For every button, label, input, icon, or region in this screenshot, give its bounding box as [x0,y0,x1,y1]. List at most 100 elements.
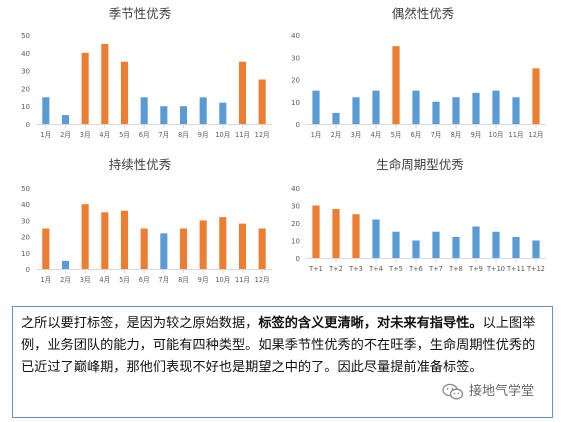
y-tick-label: 30 [21,217,30,225]
x-tick-label: 7月 [158,131,169,139]
caption-box: 之所以要打标签，是因为较之原始数据，标签的含义更清晰，对未来有指导性。以上图举例… [12,306,553,418]
y-tick-label: 40 [291,185,300,193]
bar [372,219,380,258]
bar [332,209,340,258]
chart-title: 偶然性优秀 [392,6,455,21]
bar [452,237,460,258]
x-tick-label: 10月 [215,131,230,139]
caption-text-part2: 以上图举例，业务团队的能力，可能有四种类型。如果季节性优秀的不在旺季，生命周期性… [21,316,536,375]
x-tick-label: 12月 [255,131,270,139]
bar [472,92,480,124]
x-tick-label: 12月 [529,131,544,139]
x-tick-label: 2月 [60,131,71,139]
bar [140,97,148,124]
bar [81,204,89,269]
x-tick-label: T+12 [526,265,545,273]
x-tick-label: 5月 [119,276,130,284]
x-tick-label: 3月 [80,276,91,284]
y-tick-label: 40 [21,50,30,58]
wechat-icon [442,383,464,400]
x-tick-label: 7月 [158,276,169,284]
y-tick-label: 20 [21,85,30,93]
x-tick-label: T+2 [328,265,343,273]
x-tick-label: 9月 [471,131,482,139]
y-tick-label: 0 [26,121,30,129]
x-tick-label: 8月 [178,276,189,284]
x-tick-label: 6月 [411,131,422,139]
bar [492,231,500,258]
x-tick-label: 8月 [451,131,462,139]
x-tick-label: T+6 [408,265,423,273]
bar [472,226,480,258]
bar [312,90,320,125]
x-tick-label: T+10 [486,265,505,273]
x-tick-label: 1月 [40,276,51,284]
x-tick-label: 11月 [235,276,250,284]
x-tick-label: 2月 [331,131,342,139]
y-tick-label: 40 [291,32,300,40]
bar [432,101,440,124]
bar [179,106,188,124]
bar [219,217,227,269]
bar [61,115,70,124]
bar [332,112,340,125]
y-tick-label: 40 [21,201,30,209]
x-tick-label: 6月 [139,276,150,284]
y-tick-label: 30 [21,68,30,76]
bar [372,90,380,125]
y-tick-label: 10 [291,238,300,246]
bar [492,90,500,125]
bar [452,97,460,124]
y-tick-label: 20 [21,234,30,242]
x-tick-label: 1月 [40,131,51,139]
bar [42,97,50,124]
x-tick-label: T+3 [348,265,363,273]
x-tick-label: 8月 [178,131,189,139]
bar [42,228,50,269]
bar [532,68,540,125]
x-tick-label: 1月 [311,131,322,139]
bar [179,228,188,269]
bar [199,97,207,124]
x-tick-label: 5月 [119,131,130,139]
bar [81,52,89,124]
x-tick-label: 5月 [391,131,402,139]
bar [219,102,227,124]
x-tick-label: 4月 [371,131,382,139]
bar [101,212,109,269]
bar [160,233,168,269]
bar [160,106,168,124]
bar [238,61,247,124]
x-tick-label: T+11 [506,265,525,273]
x-tick-label: 3月 [80,131,91,139]
charts-area: 季节性优秀 0 10 20 30 40 50 1月 2月 3月 4月 5月 6月 7月 8月 9月 10月 11月… [21,6,546,284]
bar [392,46,400,125]
y-tick-label: 0 [296,255,300,263]
bar [312,205,320,258]
bar [512,237,520,258]
x-tick-label: 3月 [351,131,362,139]
x-tick-label: 4月 [99,276,110,284]
x-tick-label: T+4 [368,265,383,273]
bar [412,90,420,125]
x-tick-label: 9月 [198,276,209,284]
bar [120,61,129,124]
y-tick-label: 30 [291,54,300,62]
caption-text-part1: 之所以要打标签，是因为较之原始数据， [21,316,259,331]
watermark-text: 接地气学堂 [468,384,534,399]
y-tick-label: 10 [291,99,300,107]
bar [412,240,420,258]
chart-title: 生命周期型优秀 [376,157,464,172]
bar [238,223,247,269]
bar [532,240,540,258]
y-tick-label: 10 [21,103,30,111]
caption-text-bold: 标签的含义更清晰，对未来有指导性。 [258,316,483,331]
bar [199,220,207,269]
bar [352,97,360,124]
chart-title: 季节性优秀 [109,6,172,21]
bar [101,43,109,124]
bar [120,210,129,269]
y-tick-label: 0 [26,266,30,274]
y-tick-label: 10 [21,250,30,258]
y-tick-label: 50 [21,32,30,40]
